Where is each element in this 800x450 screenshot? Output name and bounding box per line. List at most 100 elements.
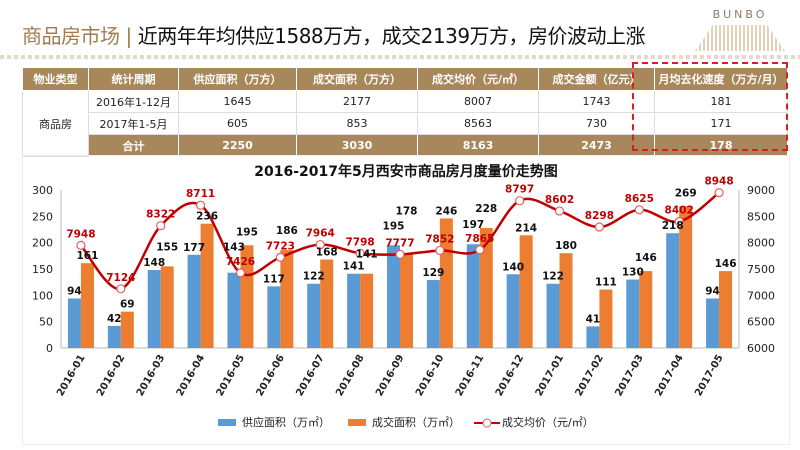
supply-bar [107,325,121,348]
y-left-tick: 100 [32,289,53,302]
bar-label: 195 [236,226,258,238]
x-tick-label: 2017-01 [534,353,566,398]
logo-text: BUNBO [712,8,768,21]
price-label: 7124 [106,272,135,284]
y-left-tick: 300 [32,184,53,197]
x-tick-label: 2016-05 [215,353,247,398]
price-marker [116,284,126,294]
bar-label: 129 [422,267,444,279]
price-marker [235,268,246,278]
price-marker [195,200,206,210]
topic: 商品房市场 [22,24,120,48]
bar-label: 155 [156,241,178,253]
cell: 8563 [417,112,539,135]
divider [0,55,800,59]
bar-label: 143 [223,242,245,254]
x-tick-label: 2016-11 [454,353,486,398]
y-left-tick: 0 [46,342,53,355]
legend-label: 成交均价（元/㎡） [502,415,594,429]
price-marker [634,205,644,215]
price-marker [315,239,325,250]
price-label: 8711 [186,188,215,200]
col-header: 物业类型 [22,67,89,91]
y-left-tick: 250 [32,210,53,223]
supply-bar [666,233,680,348]
cell: 853 [296,112,418,135]
total-row: 合计 2250 3030 8163 2473 178 [23,134,788,157]
supply-bar [546,283,560,348]
y-right-tick: 9000 [747,184,775,197]
supply-bar [426,280,440,348]
cell: 2016年1-12月 [88,90,179,113]
price-marker [554,206,565,216]
logo: BUNBO [690,8,790,58]
price-marker [275,252,285,262]
price-marker [355,248,365,258]
x-tick-label: 2016-01 [55,353,87,398]
cell: 2473 [538,134,655,157]
price-label: 8797 [505,184,534,196]
supply-bar [466,244,480,348]
bar-label: 197 [462,219,484,231]
chart-title: 2016-2017年5月西安市商品房月度量价走势图 [254,163,557,180]
x-tick-label: 2017-05 [693,353,725,398]
price-label: 7798 [346,236,375,248]
bar-label: 186 [276,225,298,237]
price-marker [76,240,86,251]
price-label: 8625 [625,193,654,205]
deal-bar [679,206,693,348]
legend-label: 成交面积（万㎡） [372,415,460,429]
y-right-tick: 6500 [747,316,775,329]
bar-label: 246 [435,205,457,217]
deal-bar [639,271,653,348]
bar-label: 146 [715,258,737,270]
bar-label: 94 [67,285,82,297]
x-tick-label: 2016-04 [175,353,207,398]
supply-bar [227,272,241,348]
supply-bar [387,245,400,348]
x-tick-label: 2016-08 [334,353,366,398]
supply-bar [187,254,201,348]
bar-label: 148 [143,257,165,269]
logo-graphic [695,25,785,51]
supply-bar [506,274,520,348]
supply-bar [67,298,81,348]
x-tick-label: 2016-03 [135,353,167,398]
y-left-tick: 50 [39,316,53,329]
bar-label: 180 [555,240,577,252]
price-marker [674,216,684,227]
slide-title: 商品房市场 | 近两年年均供应1588万方，成交2139万方，房价波动上涨 [22,20,646,49]
bar-label: 228 [475,203,497,215]
col-header: 成交均价（元/㎡） [417,67,539,91]
deal-bar [320,259,334,348]
headline: 近两年年均供应1588万方，成交2139万方，房价波动上涨 [137,24,646,48]
legend-swatch [348,419,366,426]
x-tick-label: 2016-02 [95,353,127,398]
col-header: 月均去化速度（万方/月） [654,67,788,91]
supply-bar [307,283,321,348]
deal-bar [280,250,294,348]
bar-label: 236 [196,211,218,223]
bar-label: 130 [622,267,644,279]
x-tick-label: 2016-09 [374,353,406,398]
col-header: 供应面积（万方） [178,67,297,91]
y-right-tick: 8000 [747,237,775,250]
deal-bar [80,263,94,348]
deal-bar [559,253,573,348]
bar-label: 168 [316,247,338,259]
bar-label: 177 [183,242,205,254]
table-header: 物业类型 统计周期 供应面积（万方） 成交面积（万方） 成交均价（元/㎡） 成交… [22,67,788,91]
supply-bar [347,273,361,348]
price-label: 8298 [585,210,614,222]
deal-bar [599,289,613,348]
y-left-tick: 150 [32,263,53,276]
col-header: 成交面积（万方） [296,67,418,91]
y-right-tick: 8500 [747,210,775,223]
summary-table: 物业类型 统计周期 供应面积（万方） 成交面积（万方） 成交均价（元/㎡） 成交… [22,67,788,157]
x-tick-label: 2016-07 [294,353,326,398]
y-right-tick: 7500 [747,263,775,276]
bar-label: 178 [396,205,418,217]
table-row: 2017年1-5月 605 853 8563 730 171 [23,112,788,135]
price-marker [714,188,724,198]
price-label: 7865 [465,233,494,245]
